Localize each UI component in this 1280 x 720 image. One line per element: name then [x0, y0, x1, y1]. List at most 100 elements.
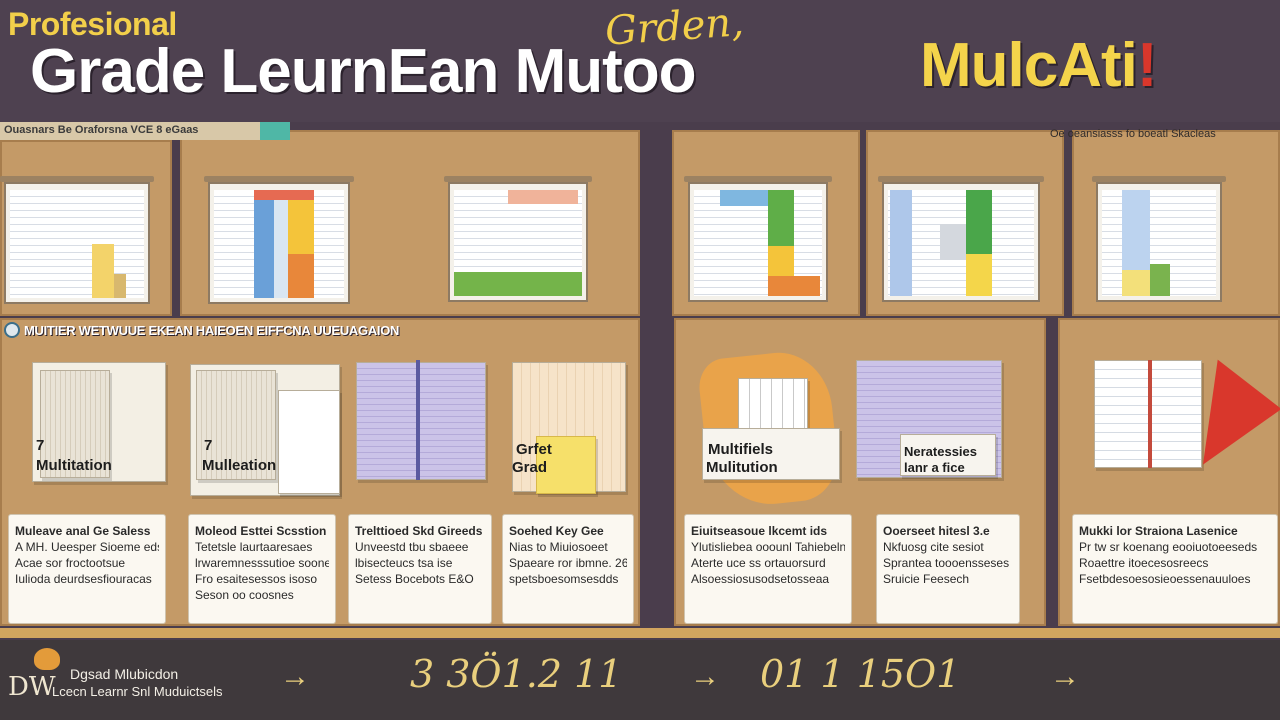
chart-column — [288, 254, 314, 298]
notebook-page-stack — [40, 370, 110, 478]
header-right-text: MulcAti — [920, 31, 1138, 100]
card-line: Alsoessiosusodsetosseaa — [691, 572, 830, 586]
card-line: A MH. Ueesper Sioeme eds — [15, 540, 159, 554]
info-card: Eiuitseasoue lkcemt ids Ylutisliebea ooo… — [684, 514, 852, 624]
logo-badge-icon — [34, 648, 60, 670]
chart-column — [890, 190, 912, 296]
card-line: Ooerseet hitesl 3.e — [883, 524, 990, 538]
header-main-title: Grade LeurnEan Mutoo — [30, 37, 696, 106]
footer-line-2: Lcecn Learnr Snl Muduictsels — [52, 684, 223, 699]
card-line: lrwaremnesssutioe soone — [195, 556, 329, 570]
chart-column — [1122, 270, 1150, 296]
sticky-note — [536, 436, 596, 494]
card-line: Roaettre itoecesosreecs — [1079, 556, 1209, 570]
grade-chart-frame — [684, 176, 832, 302]
info-card: Soehed Key Gee Nias to Miuiosoeet Spaear… — [502, 514, 634, 624]
card-line: Seson oo coosnes — [195, 588, 294, 602]
card-line: Setess Bocebots E&O — [355, 572, 474, 586]
card-line: lbisecteucs tsa ise — [355, 556, 453, 570]
notebook-title: Grfet — [516, 441, 552, 458]
card-line: Iulioda deurdsesfiouracas — [15, 572, 152, 586]
notebook-spine — [416, 360, 420, 480]
logo: DW — [8, 648, 66, 702]
card-line: Moleod Esttei Scsstion — [195, 524, 327, 538]
card-line: Sruicie Feesech — [883, 572, 970, 586]
chart-column — [114, 274, 126, 298]
chart-column — [254, 190, 274, 298]
card-line: Pr tw sr koenang eooiuotoeeseds — [1079, 540, 1258, 554]
footer-rule — [0, 628, 1280, 638]
chart-column — [274, 190, 288, 298]
card-line: Acae sor froctootsue — [15, 556, 126, 570]
arrow-right-icon: → — [690, 660, 720, 693]
frame-rail — [204, 176, 354, 182]
notebook-title: Multifiels — [708, 441, 774, 458]
card-line: Muleave anal Ge Saless — [15, 524, 151, 538]
card-line: Tetetsle laurtaaresaes — [195, 540, 313, 554]
card-line: Eiuitseasoue lkcemt ids — [691, 524, 828, 538]
chart-column — [254, 190, 314, 200]
card-line: Aterte uce ss ortauorsurd — [691, 556, 826, 570]
footer-sequence-1: 3 3Ö1.2 11 — [410, 652, 623, 696]
grade-chart-frame — [1092, 176, 1226, 302]
grade-chart-frame — [0, 176, 154, 304]
top-label-text: Ouasnars Be Oraforsna VCE 8 eGaas — [4, 124, 199, 136]
chart-column — [454, 272, 582, 296]
notebook-number: 7 — [204, 437, 213, 454]
notebook-page-stack — [196, 370, 276, 480]
notebook-title: Mulleation — [202, 457, 277, 474]
card-line: Fsetbdesoesosieoessenauuloes — [1079, 572, 1251, 586]
red-flag — [1202, 359, 1280, 475]
info-card: Mukki lor Straiona Lasenice Pr tw sr koe… — [1072, 514, 1278, 624]
notebook-subtitle: Mulitution — [706, 459, 778, 476]
top-right-label: Oe oeansiasss fo boeatl Skacleas — [1050, 128, 1216, 140]
frame-rail — [444, 176, 592, 182]
card-line: Sprantea toooensseses — [883, 556, 1010, 570]
header-right-bang: ! — [1136, 31, 1158, 100]
card-line: spetsboesomsesdds — [509, 572, 619, 586]
arrow-right-icon: → — [1050, 660, 1080, 693]
footer-sequence-2: 01 1 15O1 — [760, 652, 961, 696]
header-banner — [0, 0, 1280, 122]
logo-mark: DW — [8, 672, 56, 702]
frame-rail — [684, 176, 832, 182]
chart-column — [1150, 264, 1170, 296]
banner-bullet-icon — [4, 322, 20, 338]
chart-column — [720, 190, 768, 206]
grade-chart-frame — [878, 176, 1044, 302]
grade-chart-frame — [444, 176, 592, 302]
info-card: Muleave anal Ge Saless A MH. Ueesper Sio… — [8, 514, 166, 624]
card-line: Trelttioed Skd Gireeds — [355, 524, 483, 538]
header-right-title: MulcAti! — [920, 30, 1158, 101]
notebook-number: 7 — [36, 437, 45, 454]
label-card — [900, 434, 996, 476]
notebook-cover — [278, 390, 340, 494]
top-label-strip — [0, 122, 290, 140]
card-line: Nias to Miuiosoeet — [509, 540, 608, 554]
grade-chart-frame — [204, 176, 354, 304]
footer-line-1: Dgsad Mlubicdon — [70, 666, 179, 682]
card-line: Unveestd tbu sbaeee — [355, 540, 469, 554]
info-card: Ooerseet hitesl 3.e Nkfuosg cite sesiot … — [876, 514, 1020, 624]
chart-column — [768, 276, 820, 296]
chart-column — [508, 190, 578, 204]
notebook-title: Multitation — [36, 457, 112, 474]
card-line: Soehed Key Gee — [509, 524, 604, 538]
chart-column — [92, 244, 114, 298]
top-label-accent — [260, 122, 290, 140]
chart-column — [966, 254, 992, 296]
info-card: Trelttioed Skd Gireeds Unveestd tbu sbae… — [348, 514, 492, 624]
label-card — [702, 428, 840, 480]
card-line: Fro esaitesessos isoso — [195, 572, 318, 586]
notebook-subtitle: Grad — [512, 459, 548, 476]
card-line: Spaeare ror ibmne. 26 — [509, 556, 627, 570]
card-line: Mukki lor Straiona Lasenice — [1079, 524, 1238, 538]
notebook-purple — [356, 362, 486, 480]
graph-paper — [738, 378, 808, 436]
info-card: Moleod Esttei Scsstion Tetetsle laurtaar… — [188, 514, 336, 624]
card-line: Nkfuosg cite sesiot — [883, 540, 984, 554]
chart-column — [940, 224, 966, 260]
card-line: Ylutisliebea ooounl Tahiebeln — [691, 540, 845, 554]
mid-banner-label: MUITIER WETWUUE EKEAN HAIEOEN EIFFCNA UU… — [24, 323, 400, 338]
arrow-right-icon: → — [280, 660, 310, 693]
